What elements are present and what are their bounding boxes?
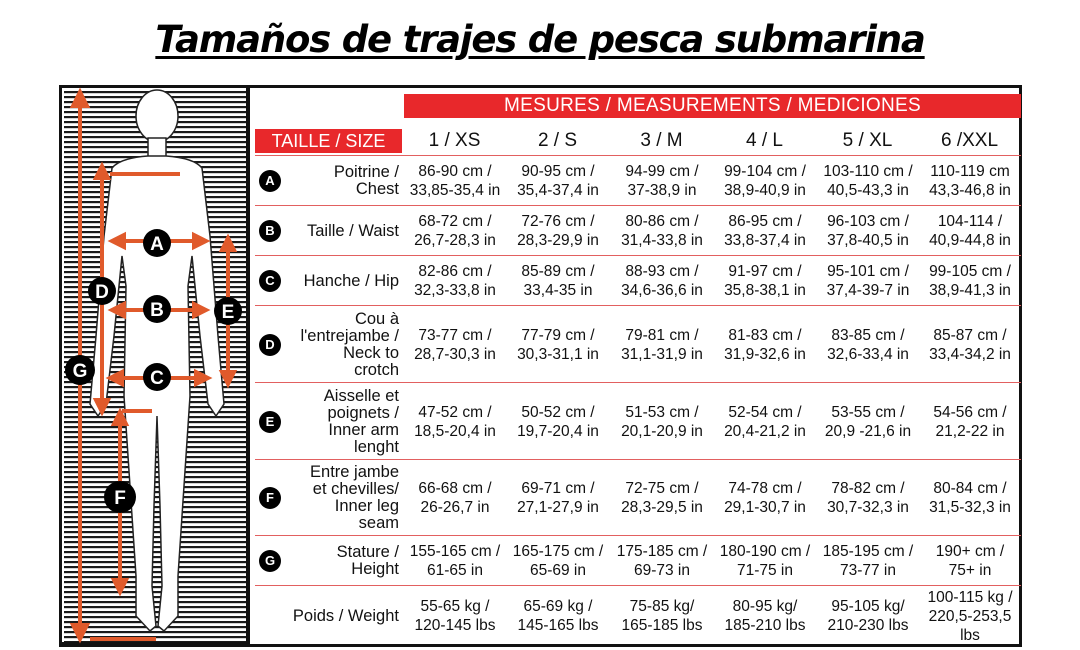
measurements-banner: MESURES / MEASUREMENTS / MEDICIONES xyxy=(404,94,1021,118)
table-cell: 72-75 cm / 28,3-29,5 in xyxy=(621,480,703,516)
table-cell: 73-77 cm / 28,7-30,3 in xyxy=(414,326,496,363)
table-cell: 80-95 kg/ 185-210 lbs xyxy=(724,598,806,634)
table-cell: 99-104 cm / 38,9-40,9 in xyxy=(724,163,806,199)
row-divider xyxy=(255,382,1021,383)
row-letter-badge: G xyxy=(259,550,281,572)
table-cell: 66-68 cm / 26-26,7 in xyxy=(418,480,492,516)
table-cell: 78-82 cm / 30,7-32,3 in xyxy=(827,480,909,516)
table-cell: 190+ cm / 75+ in xyxy=(935,543,1005,579)
row-letter-badge: A xyxy=(259,170,281,192)
table-cell: 185-195 cm / 73-77 in xyxy=(822,543,914,579)
table-cell: 68-72 cm / 26,7-28,3 in xyxy=(414,213,496,249)
table-cell: 88-93 cm / 34,6-36,6 in xyxy=(621,263,703,299)
table-cell: 47-52 cm / 18,5-20,4 in xyxy=(414,403,496,440)
row-label: Poitrine / Chest xyxy=(333,163,399,198)
table-cell: 165-175 cm / 65-69 in xyxy=(512,543,604,579)
row-divider xyxy=(255,585,1021,586)
table-cell: 85-89 cm / 33,4-35 in xyxy=(521,263,595,299)
row-label: Entre jambe et chevilles/ Inner leg seam xyxy=(310,463,399,532)
row-label: Taille / Waist xyxy=(307,221,399,240)
row-divider xyxy=(255,305,1021,306)
table-cell: 96-103 cm / 37,8-40,5 in xyxy=(827,213,909,249)
table-cell: 77-79 cm / 30,3-31,1 in xyxy=(517,326,599,363)
marker-e: E xyxy=(222,302,235,323)
page-title: Tamaños de trajes de pesca submarina xyxy=(155,18,926,61)
body-measurement-figure: A B C D E F G xyxy=(60,86,250,646)
table-cell: 83-85 cm / 32,6-33,4 in xyxy=(827,326,909,363)
table-cell: 51-53 cm / 20,1-20,9 in xyxy=(621,403,703,440)
row-divider xyxy=(255,459,1021,460)
table-cell: 80-86 cm / 31,4-33,8 in xyxy=(621,213,703,249)
row-letter-badge: F xyxy=(259,487,281,509)
table-cell: 86-90 cm / 33,85-35,4 in xyxy=(409,163,501,199)
table-cell: 99-105 cm / 38,9-41,3 in xyxy=(929,263,1011,299)
marker-g: G xyxy=(73,361,88,382)
table-cell: 54-56 cm / 21,2-22 in xyxy=(933,403,1007,440)
row-label: Poids / Weight xyxy=(292,606,399,625)
row-letter-badge: D xyxy=(259,333,281,356)
row-divider xyxy=(255,535,1021,536)
table-cell: 103-110 cm / 40,5-43,3 in xyxy=(823,163,913,199)
table-cell: 53-55 cm / 20,9 -21,6 in xyxy=(824,403,912,440)
row-label: Stature / Height xyxy=(336,543,399,578)
table-cell: 79-81 cm / 31,1-31,9 in xyxy=(621,326,703,363)
table-cell: 75-85 kg/ 165-185 lbs xyxy=(621,598,703,634)
marker-c: C xyxy=(150,368,164,389)
table-cell: 95-105 kg/ 210-230 lbs xyxy=(827,598,909,634)
table-cell: 50-52 cm / 19,7-20,4 in xyxy=(517,403,599,440)
size-column-header: 6 /XXL xyxy=(940,130,999,151)
table-cell: 72-76 cm / 28,3-29,9 in xyxy=(517,213,599,249)
table-cell: 74-78 cm / 29,1-30,7 in xyxy=(724,480,806,516)
table-cell: 80-84 cm / 31,5-32,3 in xyxy=(929,480,1011,516)
size-column-header: 2 / S xyxy=(537,130,578,151)
row-divider xyxy=(255,205,1021,206)
table-cell: 110-119 cm 43,3-46,8 in xyxy=(929,163,1011,199)
table-cell: 91-97 cm / 35,8-38,1 in xyxy=(724,263,806,299)
table-cell: 85-87 cm / 33,4-34,2 in xyxy=(929,326,1011,363)
size-column-header: 4 / L xyxy=(746,130,783,151)
table-cell: 55-65 kg / 120-145 lbs xyxy=(414,598,496,634)
row-divider xyxy=(255,255,1021,256)
row-label: Aisselle et poignets / Inner arm lenght xyxy=(323,386,399,456)
marker-a: A xyxy=(150,234,164,255)
marker-b: B xyxy=(150,300,164,321)
table-cell: 95-101 cm / 37,4-39-7 in xyxy=(826,263,910,299)
table-cell: 81-83 cm / 31,9-32,6 in xyxy=(724,326,806,363)
table-cell: 100-115 kg / 220,5-253,5 lbs xyxy=(927,588,1013,644)
marker-d: D xyxy=(95,282,109,303)
row-divider xyxy=(255,155,1021,156)
table-cell: 175-185 cm / 69-73 in xyxy=(616,543,708,579)
table-cell: 104-114 / 40,9-44,8 in xyxy=(929,213,1011,249)
table-cell: 69-71 cm / 27,1-27,9 in xyxy=(517,480,599,516)
table-cell: 180-190 cm / 71-75 in xyxy=(719,543,811,579)
row-label: Hanche / Hip xyxy=(303,271,399,290)
row-letter-badge: C xyxy=(259,270,281,292)
table-cell: 52-54 cm / 20,4-21,2 in xyxy=(724,403,806,440)
table-cell: 86-95 cm / 33,8-37,4 in xyxy=(724,213,806,249)
table-cell: 65-69 kg / 145-165 lbs xyxy=(517,598,599,634)
table-cell: 90-95 cm / 35,4-37,4 in xyxy=(517,163,599,199)
marker-f: F xyxy=(114,488,126,509)
size-column-header: 3 / M xyxy=(640,130,683,151)
row-label: Cou à l'entrejambe / Neck to crotch xyxy=(300,309,399,379)
size-column-header: 1 / XS xyxy=(428,130,481,151)
table-cell: 155-165 cm / 61-65 in xyxy=(409,543,501,579)
table-cell: 94-99 cm / 37-38,9 in xyxy=(625,163,699,199)
row-letter-badge: E xyxy=(259,410,281,433)
table-cell: 82-86 cm / 32,3-33,8 in xyxy=(414,263,496,299)
size-column-header: 5 / XL xyxy=(842,130,893,151)
row-letter-badge: B xyxy=(259,220,281,242)
size-label: TAILLE / SIZE xyxy=(255,129,402,153)
